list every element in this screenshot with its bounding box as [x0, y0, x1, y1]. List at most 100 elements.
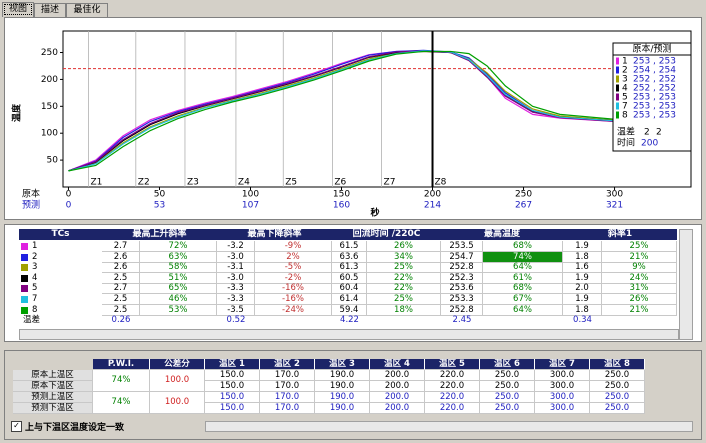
zone-header: 温区 2 — [260, 359, 315, 370]
zone-label: Z8 — [435, 178, 447, 188]
tc-cell: 2.6 — [102, 251, 140, 263]
tc-cell: 24% — [602, 272, 677, 284]
zone-cell: 250.0 — [480, 392, 535, 403]
zone-label: Z4 — [238, 178, 250, 188]
tc-cell: 253.3 — [441, 294, 483, 305]
tc-cell: 60.4 — [332, 283, 367, 295]
legend-swatch — [616, 57, 619, 65]
legend-name: 7 — [622, 102, 628, 112]
tc-swatch — [21, 306, 28, 314]
tc-diff: 0.26 — [111, 315, 131, 326]
legend-name: 2 — [622, 66, 628, 76]
legend-diff: 2 — [644, 128, 650, 138]
tc-cell: 68% — [483, 241, 563, 252]
x-tick-label-predicted: 214 — [424, 201, 441, 211]
zone-row-label: 原本下温区 — [13, 381, 93, 392]
zone-header: 温区 5 — [425, 359, 480, 370]
legend-title: 原本/预测 — [632, 43, 671, 55]
tc-cell: -3.0 — [217, 272, 255, 284]
y-tick-label: 150 — [41, 102, 58, 112]
h-scrollbar[interactable] — [205, 421, 693, 432]
tc-swatch — [21, 274, 28, 282]
tc-cell: 2.0 — [563, 283, 602, 295]
legend-time-label: 时间 — [617, 137, 635, 149]
tc-cell: 2.5 — [102, 272, 140, 284]
legend-diff: 2 — [656, 128, 662, 138]
tc-cell: 63.6 — [332, 251, 367, 263]
x-tick-label: 0 — [66, 190, 72, 200]
zone-cell: 150.0 — [205, 370, 260, 381]
tc-name: 3 — [32, 262, 38, 273]
x-tick-label: 250 — [515, 190, 532, 200]
zone-header: 温区 6 — [480, 359, 535, 370]
checkbox[interactable]: ✓ — [11, 421, 22, 432]
tc-cell: 2.7 — [102, 241, 140, 252]
table-header: 最高温度 — [441, 229, 564, 240]
zone-cell: 250.0 — [590, 370, 645, 381]
x-tick-label: 100 — [242, 190, 259, 200]
zone-cell: 250.0 — [480, 370, 535, 381]
zone-cell: 220.0 — [425, 403, 480, 414]
zone-cell: 250.0 — [480, 381, 535, 392]
x-tick-label-predicted: 107 — [242, 201, 259, 211]
tc-diff-label: 温差 — [23, 315, 41, 326]
tc-cell: 2.7 — [102, 283, 140, 295]
x-tick-label-predicted: 0 — [66, 201, 72, 211]
tc-table-panel: TCs 最高上升斜率 最高下降斜率 回流时间 /220C 最高温度 斜率1 1 2.7 72% -… — [4, 224, 702, 342]
tc-cell: 9% — [602, 262, 677, 274]
legend-time: 200 — [641, 139, 658, 149]
tc-swatch — [21, 253, 28, 261]
y-tick-label: 200 — [41, 75, 58, 85]
zone-row-label: 预测上温区 — [13, 392, 93, 403]
x-row-label: 原本 — [22, 188, 40, 200]
legend-value: 253 , 253 — [633, 102, 676, 112]
y-tick-label: 250 — [41, 48, 58, 58]
legend-name: 3 — [622, 75, 628, 85]
zone-cell: 300.0 — [535, 381, 590, 392]
checkbox-label: 上与下温区温度设定一致 — [25, 423, 125, 433]
tab[interactable]: 视图 — [2, 2, 34, 17]
tc-cell: -3.3 — [217, 283, 255, 295]
y-axis-label: 温度 — [11, 103, 23, 122]
legend-name: 4 — [622, 84, 628, 94]
zone-cell: 300.0 — [535, 403, 590, 414]
y-tick-label: 100 — [41, 129, 58, 139]
legend-diff-label: 温差 — [617, 126, 635, 138]
tc-name: 1 — [32, 241, 38, 251]
tc-cell: 46% — [140, 294, 217, 305]
tc-cell: 254.7 — [441, 251, 483, 263]
tc-cell: 25% — [367, 294, 441, 305]
zone-label: Z5 — [285, 178, 297, 188]
zone-cell: 300.0 — [535, 392, 590, 403]
tc-cell: 61% — [483, 272, 563, 284]
tab[interactable]: 最佳化 — [66, 3, 108, 19]
tc-cell: -2% — [255, 272, 332, 284]
zone-cell: 170.0 — [260, 403, 315, 414]
x-axis-label: 秒 — [370, 207, 379, 219]
zone-row-label: 预测下温区 — [13, 403, 93, 414]
series-line — [68, 50, 670, 172]
series-line — [68, 49, 670, 172]
legend-value: 252 , 252 — [633, 75, 676, 85]
tc-diff: 4.22 — [340, 315, 359, 326]
table-header: TCs — [19, 229, 102, 240]
legend-value: 253 , 253 — [633, 111, 676, 121]
h-scrollbar[interactable] — [19, 329, 679, 340]
tc-cell: 252.8 — [441, 262, 483, 274]
tc-swatch — [21, 264, 28, 272]
zone-cell: 200.0 — [370, 403, 425, 414]
zone-label: Z6 — [334, 178, 346, 188]
series-line — [68, 50, 670, 172]
zone-header: 温区 7 — [535, 359, 590, 370]
zone-label: Z1 — [90, 178, 102, 188]
v-scrollbar[interactable] — [679, 229, 693, 340]
tc-cell: -16% — [255, 294, 332, 305]
tc-cell: -3.0 — [217, 251, 255, 263]
tc-cell: 64% — [483, 262, 563, 274]
tc-swatch — [21, 243, 28, 250]
tc-cell: 61.4 — [332, 294, 367, 305]
zone-cell: 170.0 — [260, 381, 315, 392]
zone-cell: 250.0 — [590, 392, 645, 403]
legend-value: 252 , 252 — [633, 84, 676, 94]
